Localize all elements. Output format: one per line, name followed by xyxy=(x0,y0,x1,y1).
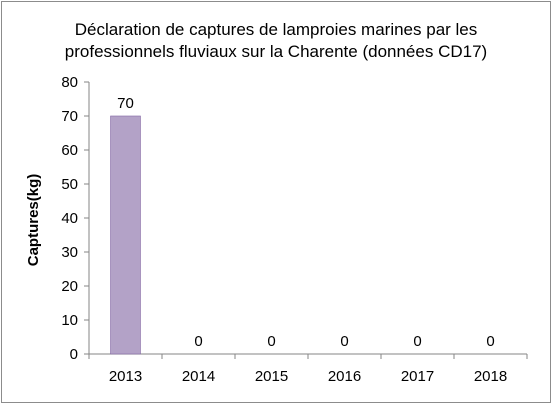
y-tick-label: 0 xyxy=(70,346,78,363)
y-tick-label: 20 xyxy=(61,278,78,295)
bar-2013 xyxy=(110,115,141,355)
chart-title-line-1: Déclaration de captures de lamproies mar… xyxy=(75,20,478,39)
x-tick-label-2018: 2018 xyxy=(474,368,507,385)
data-label-2018: 0 xyxy=(486,333,494,350)
data-label-2013: 70 xyxy=(117,95,134,112)
x-tick-label-2013: 2013 xyxy=(109,368,142,385)
y-tick-label: 60 xyxy=(61,142,78,159)
y-tick-label: 10 xyxy=(61,312,78,329)
data-label-2017: 0 xyxy=(413,333,421,350)
y-tick-label: 40 xyxy=(61,210,78,227)
chart-frame: Déclaration de captures de lamproies mar… xyxy=(1,1,551,403)
y-tick-label: 70 xyxy=(61,108,78,125)
y-axis-label: Captures(kg) xyxy=(25,174,42,267)
x-tick-label-2017: 2017 xyxy=(401,368,434,385)
x-tick-label-2014: 2014 xyxy=(182,368,215,385)
data-label-2015: 0 xyxy=(267,333,275,350)
chart-title-line-2: professionnels fluviaux sur la Charente … xyxy=(65,42,487,61)
x-tick-label-2015: 2015 xyxy=(255,368,288,385)
y-tick-label: 50 xyxy=(61,176,78,193)
y-tick-label: 30 xyxy=(61,244,78,261)
plot-area: 0 10 20 30 40 50 60 70 80 70 2013 0 2014 0 2015 0 2016 0 2… xyxy=(61,74,528,385)
x-tick-label-2016: 2016 xyxy=(328,368,361,385)
data-label-2016: 0 xyxy=(340,333,348,350)
y-tick-label: 80 xyxy=(61,74,78,91)
data-label-2014: 0 xyxy=(194,333,202,350)
bar-chart: Déclaration de captures de lamproies mar… xyxy=(25,20,528,385)
